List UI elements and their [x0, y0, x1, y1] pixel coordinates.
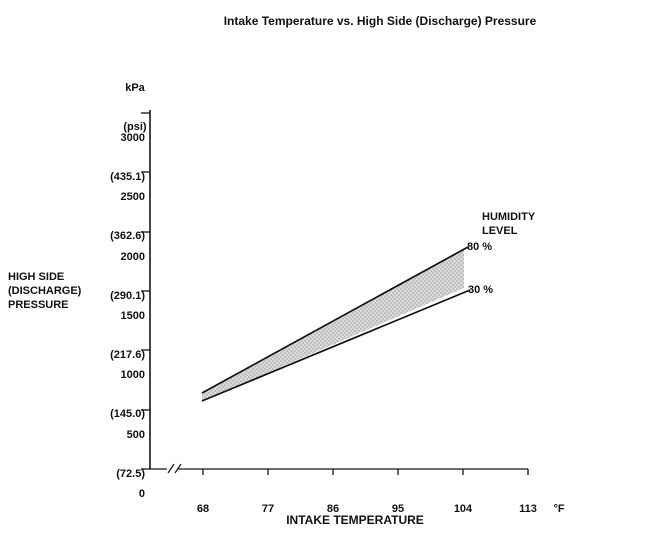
x-axis-title: INTAKE TEMPERATURE	[286, 513, 424, 527]
y-tick-label: 1000 (145.0)	[110, 369, 145, 420]
series-label-80: 80 %	[467, 241, 493, 253]
y-tick-marks	[141, 112, 150, 470]
chart-title: Intake Temperature vs. High Side (Discha…	[223, 14, 537, 28]
y-tick-label: 0	[138, 488, 145, 500]
x-unit-primary: °F	[553, 503, 565, 515]
x-tick-label: 68 (20)	[196, 503, 210, 515]
x-axis-unit: °F (°C)	[538, 477, 580, 538]
y-axis-unit: kPa (psi)	[105, 56, 165, 160]
x-tick-label: 113 (45)	[519, 503, 537, 515]
series-label-30: 30 %	[468, 284, 494, 296]
y-tick-label: 2500 (362.6)	[110, 191, 145, 242]
humidity-80-line	[201, 246, 469, 394]
y-unit-primary: kPa	[125, 82, 145, 94]
y-tick-label: 2000 (290.1)	[110, 251, 145, 302]
x-tick-label: 95 (35)	[391, 503, 405, 515]
x-axis-break-icon	[167, 463, 182, 474]
humidity-30-line	[201, 289, 471, 402]
x-tick-marks	[202, 469, 464, 475]
y-tick-label: 1500 (217.6)	[110, 310, 145, 361]
y-axis-title: HIGH SIDE (DISCHARGE) PRESSURE	[8, 271, 82, 311]
x-tick-label: 77 (25)	[261, 503, 275, 515]
legend-title: HUMIDITY LEVEL	[482, 211, 536, 237]
y-tick-label: 500 (72.5)	[116, 429, 145, 480]
humidity-band	[202, 249, 464, 401]
x-tick-label: 104 (40)	[453, 503, 473, 515]
y-tick-label: 3000 (435.1)	[110, 132, 145, 183]
y-unit-secondary: (psi)	[123, 121, 147, 133]
x-tick-label: 86 (30)	[326, 503, 340, 515]
